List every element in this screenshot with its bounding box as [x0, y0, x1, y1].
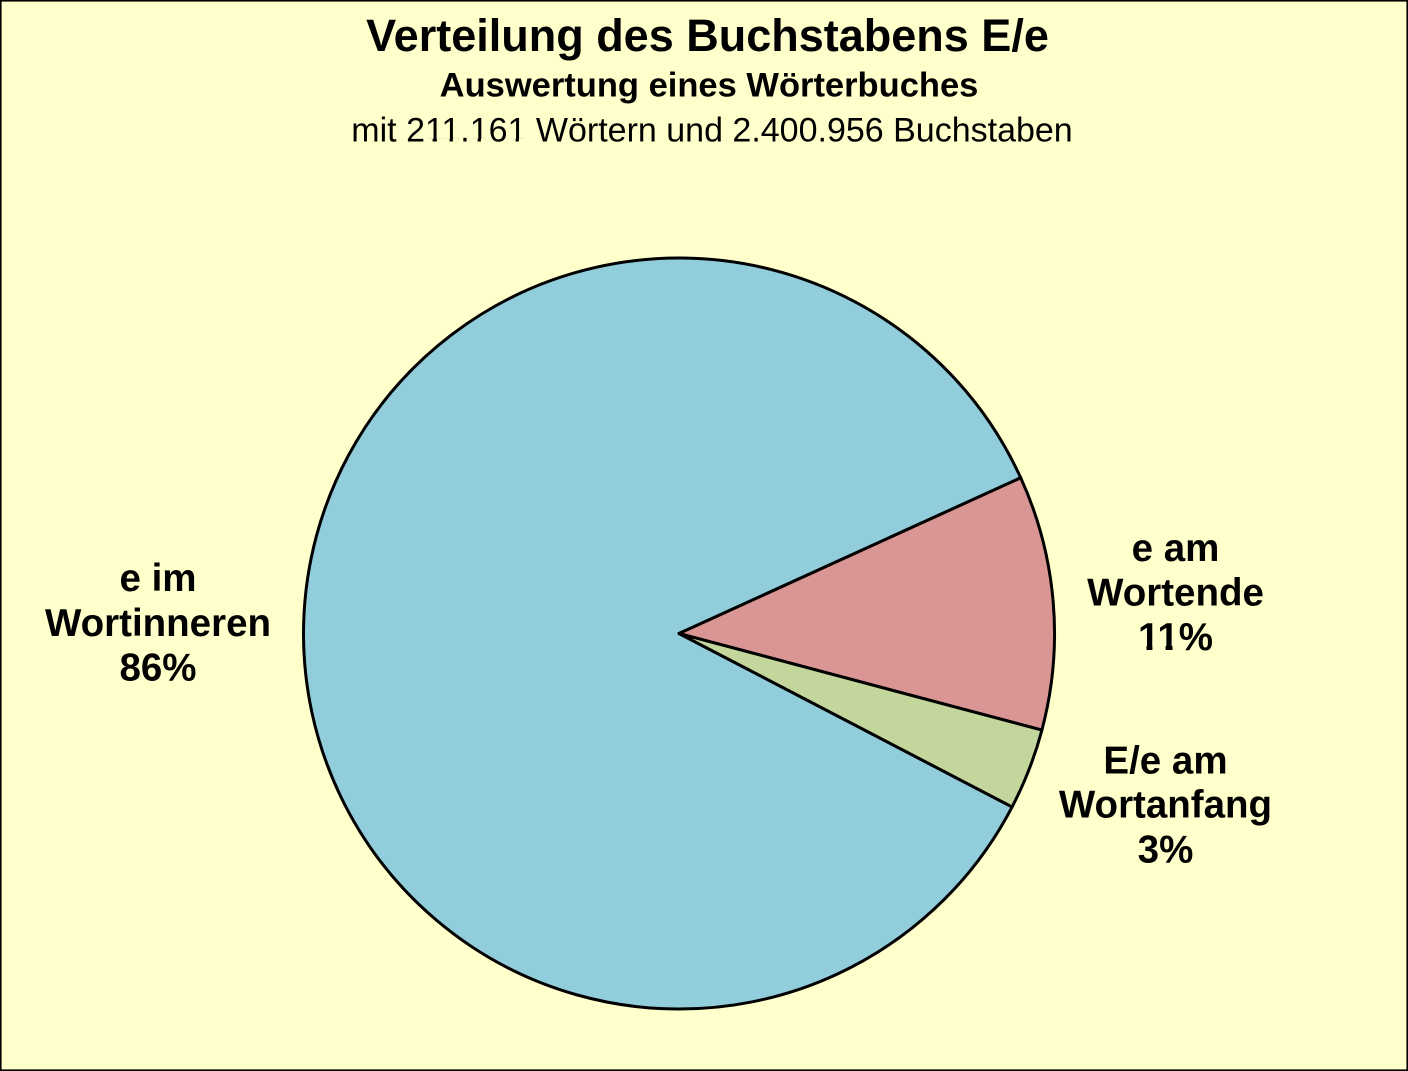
svg-text:mit 211.161 Wörtern und 2.400.: mit 211.161 Wörtern und 2.400.956 Buchst…: [351, 112, 1072, 150]
svg-text:86%: 86%: [119, 647, 196, 690]
svg-text:Wortinneren: Wortinneren: [45, 602, 271, 645]
svg-text:11%: 11%: [1138, 616, 1213, 659]
svg-text:Verteilung des Buchstabens E/e: Verteilung des Buchstabens E/e: [366, 10, 1049, 61]
svg-text:Auswertung eines Wörterbuches: Auswertung eines Wörterbuches: [440, 67, 979, 105]
svg-text:Wortende: Wortende: [1087, 572, 1264, 615]
svg-text:E/e am: E/e am: [1103, 740, 1227, 783]
svg-text:3%: 3%: [1138, 829, 1194, 872]
svg-text:e im: e im: [119, 557, 196, 600]
svg-text:e am: e am: [1132, 527, 1220, 570]
svg-text:Wortanfang: Wortanfang: [1059, 784, 1272, 827]
